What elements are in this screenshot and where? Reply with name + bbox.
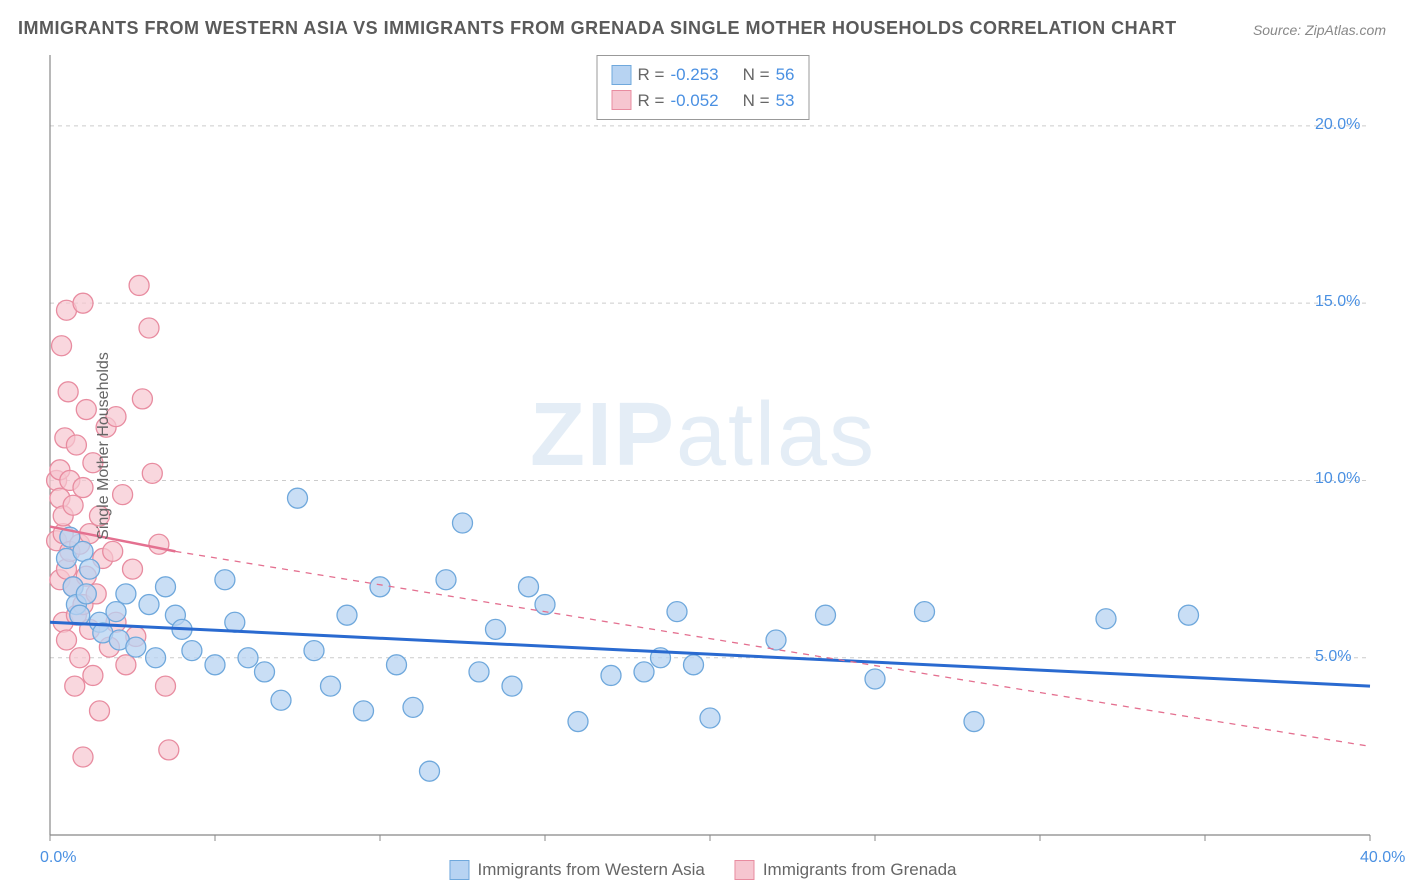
marker	[126, 637, 146, 657]
marker	[149, 534, 169, 554]
legend-swatch	[612, 65, 632, 85]
n-value: 56	[776, 62, 795, 88]
marker	[57, 630, 77, 650]
marker	[486, 619, 506, 639]
marker	[73, 293, 93, 313]
marker	[142, 463, 162, 483]
marker	[964, 712, 984, 732]
marker	[139, 595, 159, 615]
fit-line-grenada-dash	[175, 551, 1370, 746]
marker	[453, 513, 473, 533]
marker	[205, 655, 225, 675]
marker	[387, 655, 407, 675]
legend-swatch	[449, 860, 469, 880]
marker	[337, 605, 357, 625]
y-axis-label: Single Mother Households	[95, 352, 113, 540]
marker	[403, 697, 423, 717]
marker	[915, 602, 935, 622]
marker	[83, 665, 103, 685]
marker	[255, 662, 275, 682]
legend-item: Immigrants from Grenada	[735, 860, 957, 880]
n-value: 53	[776, 88, 795, 114]
marker	[816, 605, 836, 625]
legend-swatch	[612, 90, 632, 110]
marker	[73, 747, 93, 767]
marker	[568, 712, 588, 732]
marker	[469, 662, 489, 682]
ytick-label: 5.0%	[1315, 648, 1351, 666]
marker	[66, 435, 86, 455]
marker	[146, 648, 166, 668]
marker	[634, 662, 654, 682]
marker	[436, 570, 456, 590]
marker	[123, 559, 143, 579]
legend-stats-row: R = -0.253 N = 56	[612, 62, 795, 88]
legend-swatch	[735, 860, 755, 880]
marker	[70, 648, 90, 668]
marker	[420, 761, 440, 781]
ytick-label: 10.0%	[1315, 470, 1360, 488]
marker	[766, 630, 786, 650]
marker	[865, 669, 885, 689]
r-value: -0.052	[670, 88, 718, 114]
n-label: N =	[743, 62, 770, 88]
legend-label: Immigrants from Grenada	[763, 860, 957, 880]
marker	[139, 318, 159, 338]
n-label: N =	[743, 88, 770, 114]
scatter-plot	[0, 0, 1406, 892]
marker	[684, 655, 704, 675]
xtick-label: 40.0%	[1360, 849, 1405, 867]
marker	[73, 478, 93, 498]
marker	[113, 485, 133, 505]
marker	[225, 612, 245, 632]
xtick-label: 0.0%	[40, 849, 76, 867]
marker	[182, 641, 202, 661]
marker	[76, 400, 96, 420]
marker	[116, 655, 136, 675]
ytick-label: 20.0%	[1315, 116, 1360, 134]
legend-stats-row: R = -0.052 N = 53	[612, 88, 795, 114]
marker	[288, 488, 308, 508]
marker	[370, 577, 390, 597]
marker	[238, 648, 258, 668]
marker	[106, 602, 126, 622]
marker	[159, 740, 179, 760]
marker	[700, 708, 720, 728]
marker	[80, 559, 100, 579]
marker	[156, 676, 176, 696]
marker	[52, 336, 72, 356]
marker	[58, 382, 78, 402]
marker	[354, 701, 374, 721]
ytick-label: 15.0%	[1315, 293, 1360, 311]
marker	[73, 541, 93, 561]
legend-label: Immigrants from Western Asia	[477, 860, 704, 880]
series-western_asia	[57, 488, 1199, 781]
chart-container: IMMIGRANTS FROM WESTERN ASIA VS IMMIGRAN…	[0, 0, 1406, 892]
marker	[156, 577, 176, 597]
marker	[1096, 609, 1116, 629]
legend-series: Immigrants from Western Asia Immigrants f…	[449, 860, 956, 880]
marker	[601, 665, 621, 685]
r-value: -0.253	[670, 62, 718, 88]
marker	[502, 676, 522, 696]
marker	[271, 690, 291, 710]
legend-item: Immigrants from Western Asia	[449, 860, 704, 880]
marker	[76, 584, 96, 604]
marker	[304, 641, 324, 661]
r-label: R =	[638, 88, 665, 114]
marker	[90, 701, 110, 721]
marker	[667, 602, 687, 622]
r-label: R =	[638, 62, 665, 88]
marker	[103, 541, 123, 561]
marker	[116, 584, 136, 604]
legend-stats: R = -0.253 N = 56 R = -0.052 N = 53	[597, 55, 810, 120]
marker	[63, 495, 83, 515]
marker	[519, 577, 539, 597]
marker	[1179, 605, 1199, 625]
marker	[132, 389, 152, 409]
marker	[321, 676, 341, 696]
marker	[129, 275, 149, 295]
marker	[65, 676, 85, 696]
marker	[215, 570, 235, 590]
